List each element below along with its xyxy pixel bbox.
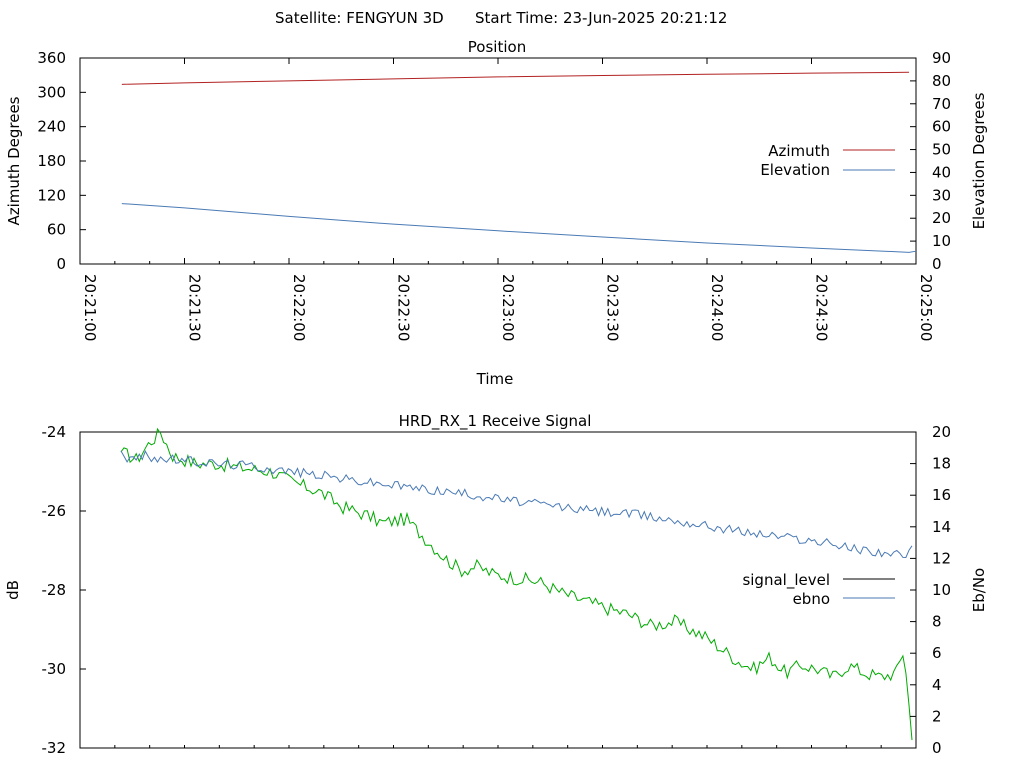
position-y2-tick-label: 30 xyxy=(932,186,951,204)
start-time-label: Start Time: 23-Jun-2025 20:21:12 xyxy=(475,9,727,27)
position-y-tick-label: 240 xyxy=(37,118,66,136)
position-x-tick-label: 20:22:00 xyxy=(290,274,308,341)
position-y2-tick-label: 40 xyxy=(932,163,951,181)
signal-y2-tick-label: 16 xyxy=(932,486,951,504)
position-y-tick-label: 0 xyxy=(56,255,66,273)
position-x-tick-label: 20:25:00 xyxy=(917,274,935,341)
series-line-azimuth xyxy=(121,71,910,85)
position-chart-title: Position xyxy=(468,38,526,56)
position-y2-tick-label: 80 xyxy=(932,72,951,90)
signal-y-tick-label: -30 xyxy=(42,660,67,678)
position-y-tick-label: 60 xyxy=(47,221,66,239)
signal-y-axis-title: dB xyxy=(4,580,22,600)
position-y-tick-label: 360 xyxy=(37,49,66,67)
signal-y-tick-label: -24 xyxy=(42,423,67,441)
signal-y2-tick-label: 20 xyxy=(932,423,951,441)
signal-y-tick-label: -32 xyxy=(42,739,67,757)
signal-y2-tick-label: 18 xyxy=(932,455,951,473)
position-y2-axis-title: Elevation Degrees xyxy=(970,92,988,229)
signal-y-tick-label: -28 xyxy=(42,581,67,599)
position-y-tick-label: 180 xyxy=(37,152,66,170)
legend-label-signal-level: signal_level xyxy=(742,571,830,590)
signal-chart-title: HRD_RX_1 Receive Signal xyxy=(399,412,592,431)
signal-y2-tick-label: 0 xyxy=(932,739,942,757)
signal-y2-tick-label: 8 xyxy=(932,613,942,631)
position-x-tick-label: 20:23:00 xyxy=(499,274,517,341)
position-x-tick-label: 20:21:30 xyxy=(186,274,204,341)
position-x-axis-title: Time xyxy=(476,370,514,388)
position-y-tick-label: 120 xyxy=(37,186,66,204)
position-x-tick-label: 20:24:30 xyxy=(813,274,831,341)
legend-label-ebno: ebno xyxy=(793,590,830,608)
signal-y2-tick-label: 6 xyxy=(932,644,942,662)
legend-label-azimuth: Azimuth xyxy=(768,142,830,160)
signal-y2-tick-label: 2 xyxy=(932,707,942,725)
position-y-tick-label: 300 xyxy=(37,83,66,101)
signal-y2-axis-title: Eb/No xyxy=(970,568,988,612)
series-line-signal-level xyxy=(120,427,913,741)
signal-y2-tick-label: 12 xyxy=(932,549,951,567)
position-y2-tick-label: 90 xyxy=(932,49,951,67)
satellite-label: Satellite: FENGYUN 3D xyxy=(275,9,444,27)
position-x-tick-label: 20:24:00 xyxy=(708,274,726,341)
position-y2-tick-label: 10 xyxy=(932,232,951,250)
position-x-tick-label: 20:21:00 xyxy=(81,274,99,341)
signal-y2-tick-label: 4 xyxy=(932,676,942,694)
signal-legend: signal_level ebno xyxy=(742,571,895,608)
signal-y-tick-label: -26 xyxy=(42,502,67,520)
position-y2-tick-label: 20 xyxy=(932,209,951,227)
position-y-axis-title: Azimuth Degrees xyxy=(5,96,23,225)
position-x-tick-label: 20:22:30 xyxy=(395,274,413,341)
position-y2-tick-label: 50 xyxy=(932,141,951,159)
position-x-tick-label: 20:23:30 xyxy=(604,274,622,341)
signal-y2-tick-label: 10 xyxy=(932,581,951,599)
position-legend: Azimuth Elevation xyxy=(760,142,895,179)
legend-label-elevation: Elevation xyxy=(760,161,830,179)
position-y2-tick-label: 70 xyxy=(932,95,951,113)
signal-y2-tick-label: 14 xyxy=(932,518,951,536)
series-line-elevation xyxy=(121,203,917,253)
signal-plot-frame xyxy=(79,431,917,749)
position-y2-tick-label: 60 xyxy=(932,118,951,136)
series-line-ebno xyxy=(120,449,913,559)
position-y2-tick-label: 0 xyxy=(932,255,942,273)
